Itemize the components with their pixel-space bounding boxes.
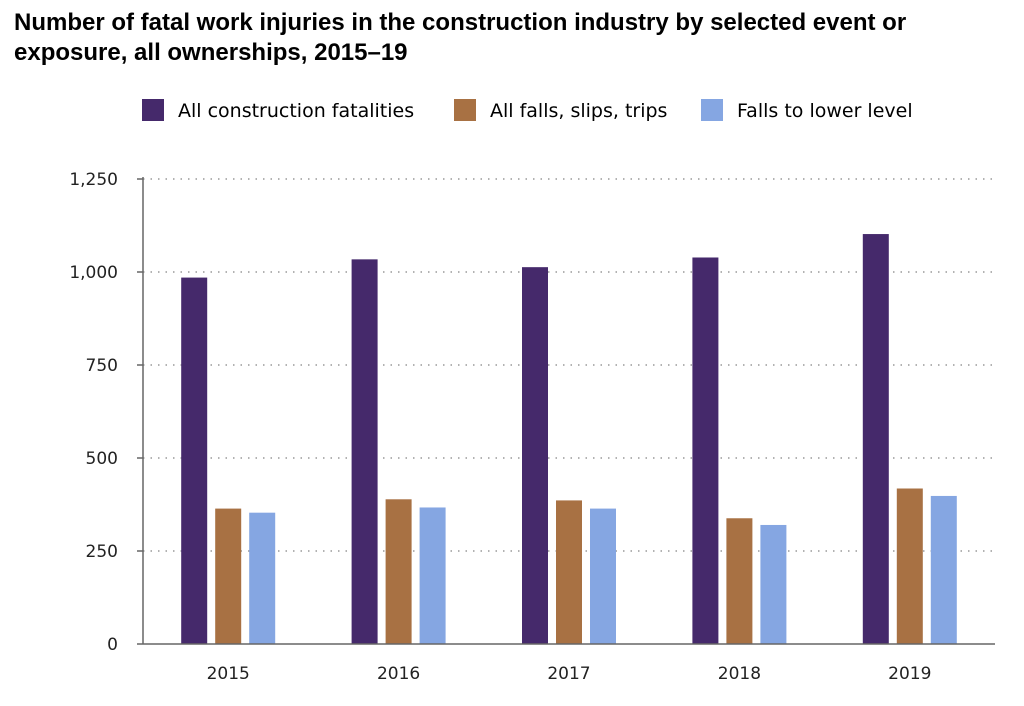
legend-swatch-3: [701, 99, 723, 121]
bar-2018-series-1: [692, 257, 719, 644]
x-tick-label: 2016: [377, 664, 420, 684]
bar-2017-series-1: [522, 267, 548, 644]
x-axis-ticks: 2015 2016 2017 2018 2019: [207, 664, 932, 684]
bar-2019-series-1: [862, 234, 889, 644]
legend-swatch-2: [454, 99, 476, 121]
bar-2016-series-2: [385, 499, 412, 644]
x-tick-label: 2018: [718, 664, 761, 684]
legend-label-1: All construction fatalities: [178, 100, 414, 122]
bar-2016-series-1: [351, 259, 378, 644]
y-axis-ticks: 0 250 500 750 1,000 1,250: [69, 170, 143, 655]
bar-2017-series-2: [556, 500, 582, 644]
y-tick-label: 250: [86, 542, 118, 562]
bar-2015-series-2: [215, 508, 242, 644]
bar-2015-series-1: [181, 277, 208, 644]
y-tick-label: 1,250: [69, 170, 118, 190]
bar-2015-series-3: [249, 512, 276, 644]
legend-swatch-1: [142, 99, 164, 121]
chart-title: Number of fatal work injuries in the con…: [14, 9, 907, 66]
axes: [142, 177, 995, 645]
bar-2019-series-3: [930, 495, 957, 644]
x-tick-label: 2015: [207, 664, 250, 684]
y-tick-label: 0: [107, 635, 118, 655]
bar-2019-series-2: [896, 488, 923, 644]
bars: [181, 234, 957, 644]
bar-2016-series-3: [419, 507, 446, 644]
y-tick-label: 750: [86, 356, 118, 376]
bar-2018-series-3: [760, 524, 787, 644]
bar-2018-series-2: [726, 518, 753, 644]
x-tick-label: 2019: [888, 664, 931, 684]
legend: All construction fatalities All falls, sl…: [142, 99, 913, 122]
x-tick-label: 2017: [547, 664, 590, 684]
y-tick-label: 1,000: [69, 263, 118, 283]
y-tick-label: 500: [86, 449, 118, 469]
legend-label-3: Falls to lower level: [737, 100, 913, 122]
bar-2017-series-3: [590, 508, 616, 644]
legend-label-2: All falls, slips, trips: [490, 100, 667, 122]
